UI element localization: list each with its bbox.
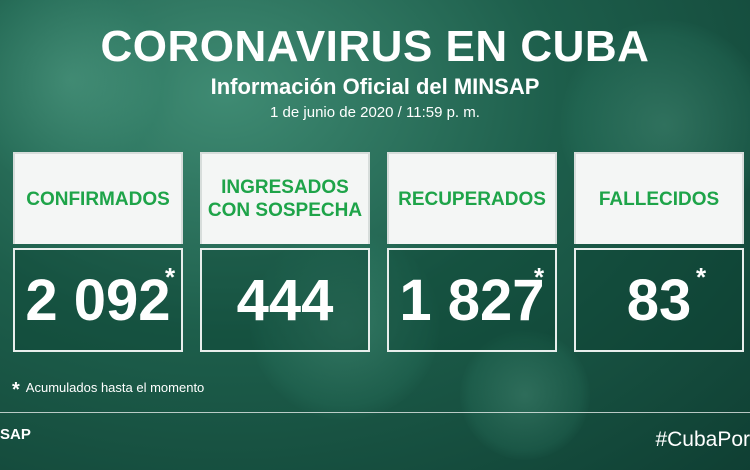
- hashtag: #CubaPor: [655, 428, 750, 451]
- footer-divider: [0, 412, 750, 413]
- card-confirmados: CONFIRMADOS 2 092 *: [13, 152, 183, 352]
- background-virus-3: [250, 230, 440, 420]
- footnote: * Acumulados hasta el momento: [12, 379, 204, 402]
- logo-text: SAP: [0, 426, 31, 443]
- card-label: INGRESADOS CON SOSPECHA: [200, 152, 370, 244]
- card-fallecidos: FALLECIDOS 83 *: [574, 152, 744, 352]
- footnote-text: Acumulados hasta el momento: [25, 380, 205, 395]
- asterisk-marker: *: [534, 262, 545, 292]
- asterisk-marker: *: [165, 262, 176, 292]
- page-subtitle: Información Oficial del MINSAP: [210, 74, 540, 99]
- minsap-logo: SAP: [0, 426, 31, 443]
- card-label: RECUPERADOS: [387, 152, 557, 244]
- report-date: 1 de junio de 2020 / 11:59 p. m.: [270, 104, 480, 121]
- footnote-asterisk: *: [12, 379, 20, 401]
- card-value: 444: [200, 248, 370, 352]
- card-recuperados: RECUPERADOS 1 827 *: [387, 152, 557, 352]
- card-value: 2 092: [13, 248, 183, 352]
- card-ingresados: INGRESADOS CON SOSPECHA 444: [200, 152, 370, 352]
- card-label: FALLECIDOS: [574, 152, 744, 244]
- card-value: 83: [574, 248, 744, 352]
- page-title: CORONAVIRUS EN CUBA: [100, 22, 650, 71]
- card-value: 1 827: [387, 248, 557, 352]
- asterisk-marker: *: [696, 262, 707, 292]
- card-label: CONFIRMADOS: [13, 152, 183, 244]
